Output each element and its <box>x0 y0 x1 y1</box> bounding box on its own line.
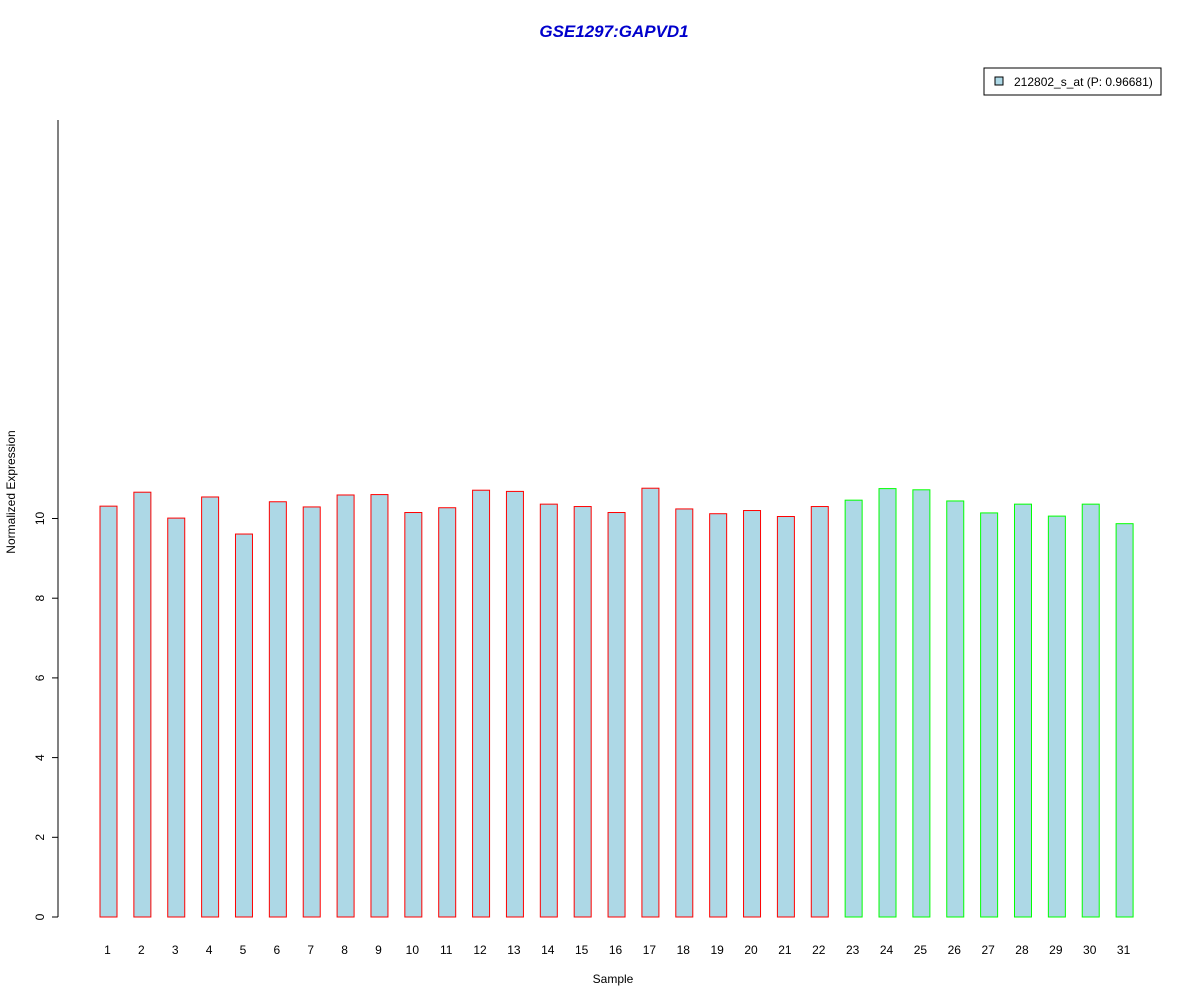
bar-sample-16 <box>607 512 626 918</box>
x-tick-label: 26 <box>948 943 962 957</box>
x-tick-label: 23 <box>846 943 860 957</box>
bar-sample-25 <box>912 489 931 918</box>
bar-sample-13 <box>505 490 524 918</box>
x-tick-label: 19 <box>710 943 724 957</box>
x-tick-label: 21 <box>778 943 792 957</box>
x-tick-label: 29 <box>1049 943 1063 957</box>
bar-sample-19 <box>709 513 728 918</box>
x-tick-label: 5 <box>240 943 247 957</box>
bar-sample-4 <box>201 496 220 918</box>
bar-sample-17 <box>641 487 660 918</box>
bar-sample-15 <box>573 506 592 918</box>
bar-sample-10 <box>404 512 423 918</box>
bar-sample-28 <box>1013 503 1032 918</box>
bar-sample-30 <box>1081 503 1100 918</box>
bar-sample-11 <box>438 507 457 918</box>
x-tick-label: 10 <box>406 943 420 957</box>
legend-box <box>983 67 1162 96</box>
bar-sample-5 <box>234 533 253 918</box>
y-axis-title: Normalized Expression <box>4 430 18 553</box>
bar-sample-18 <box>675 508 694 918</box>
bar-sample-2 <box>133 491 152 918</box>
x-tick-label: 22 <box>812 943 826 957</box>
y-tick-label: 8 <box>33 595 47 602</box>
bar-sample-6 <box>268 501 287 918</box>
chart-title: GSE1297:GAPVD1 <box>539 22 688 41</box>
x-axis-title: Sample <box>593 972 634 986</box>
bar-sample-27 <box>980 512 999 918</box>
bar-sample-21 <box>776 516 795 918</box>
x-tick-label: 4 <box>206 943 213 957</box>
bar-sample-12 <box>472 489 491 918</box>
y-tick-label: 4 <box>33 754 47 761</box>
bar-sample-3 <box>167 517 186 918</box>
y-tick-label: 10 <box>33 512 47 526</box>
x-tick-label: 9 <box>375 943 382 957</box>
x-tick-label: 8 <box>341 943 348 957</box>
x-tick-label: 11 <box>440 943 453 957</box>
bar-sample-1 <box>99 505 118 918</box>
x-tick-label: 30 <box>1083 943 1097 957</box>
x-tick-label: 31 <box>1117 943 1131 957</box>
x-tick-label: 3 <box>172 943 179 957</box>
legend-swatch <box>994 76 1004 86</box>
x-tick-label: 13 <box>507 943 521 957</box>
x-tick-label: 20 <box>744 943 758 957</box>
bar-sample-8 <box>336 494 355 918</box>
x-tick-label: 2 <box>138 943 145 957</box>
bar-sample-31 <box>1115 523 1134 918</box>
legend: 212802_s_at (P: 0.96681) <box>983 67 1162 96</box>
x-tick-label: 16 <box>609 943 623 957</box>
x-tick-label: 1 <box>104 943 111 957</box>
x-tick-label: 15 <box>575 943 589 957</box>
x-tick-label: 17 <box>643 943 657 957</box>
x-tick-label: 18 <box>677 943 691 957</box>
x-tick-label: 28 <box>1015 943 1029 957</box>
bar-sample-26 <box>946 500 965 918</box>
x-tick-label: 25 <box>914 943 928 957</box>
bar-sample-9 <box>370 494 389 918</box>
y-tick-label: 2 <box>33 834 47 841</box>
legend-label: 212802_s_at (P: 0.96681) <box>1014 75 1153 89</box>
x-tick-label: 6 <box>274 943 281 957</box>
y-ticks: 0 2 4 6 8 10 <box>33 512 58 920</box>
bar-sample-7 <box>302 506 321 918</box>
bar-sample-14 <box>539 503 558 918</box>
x-tick-label: 27 <box>981 943 995 957</box>
x-tick-labels: 1 2 3 4 5 6 7 8 9 10 11 12 13 14 15 16 17 18 19 20 21 22 23 24 2… <box>104 943 1130 957</box>
bar-sample-20 <box>743 510 762 918</box>
x-tick-label: 24 <box>880 943 894 957</box>
y-tick-label: 0 <box>33 913 47 920</box>
y-tick-label: 6 <box>33 674 47 681</box>
x-tick-label: 7 <box>307 943 314 957</box>
bar-sample-29 <box>1047 515 1066 918</box>
bar-sample-24 <box>878 488 897 918</box>
x-tick-label: 12 <box>473 943 487 957</box>
bar-sample-23 <box>844 499 863 918</box>
bar-sample-22 <box>810 506 829 918</box>
bars <box>99 487 1134 918</box>
x-tick-label: 14 <box>541 943 555 957</box>
